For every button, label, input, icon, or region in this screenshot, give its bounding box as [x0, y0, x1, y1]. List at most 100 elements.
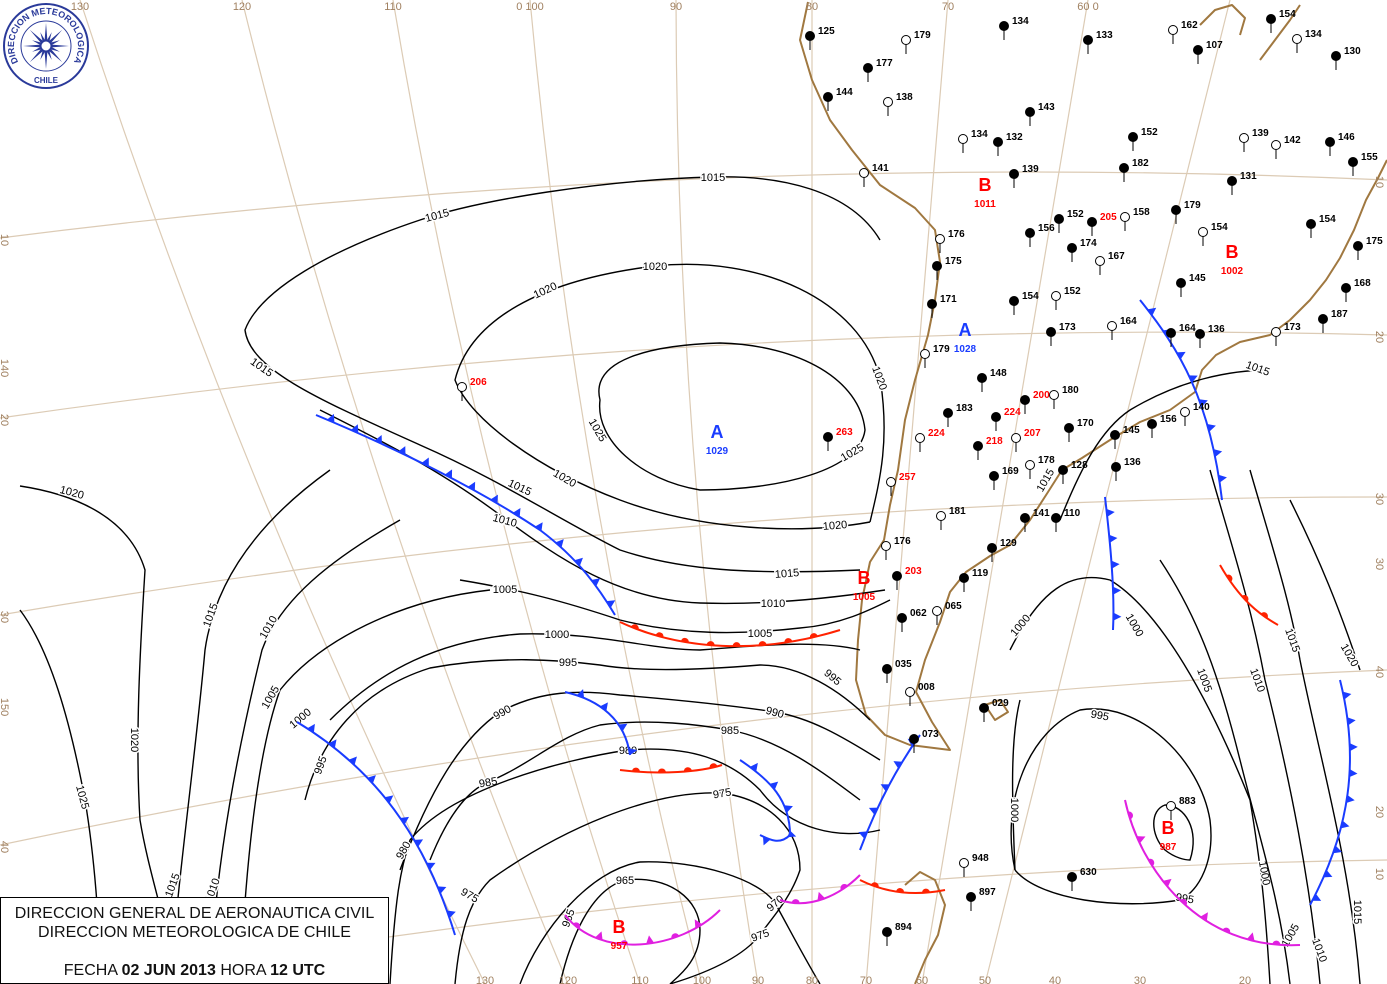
- front-semicircle: [791, 899, 800, 904]
- station-plot: 200: [1020, 390, 1050, 414]
- station-pressure: 158: [1133, 207, 1150, 218]
- pressure-center-letter: B: [1226, 242, 1239, 262]
- grid-label-left: 10: [0, 234, 10, 246]
- station-plot: 139: [1009, 164, 1039, 188]
- station-plot: 162: [1168, 20, 1198, 44]
- station-plot: 164: [1166, 323, 1196, 347]
- station-pressure: 177: [876, 58, 893, 69]
- station-circle-icon: [1171, 205, 1181, 215]
- grid-label-right: 30: [1373, 558, 1385, 570]
- station-circle-icon: [1054, 214, 1064, 224]
- station-plot: 062: [897, 608, 927, 632]
- front-triangle: [384, 795, 394, 804]
- station-plot: 181: [936, 506, 966, 530]
- station-plot: 158: [1120, 207, 1150, 231]
- logo-ray: [29, 47, 45, 63]
- station-circle-icon: [989, 471, 999, 481]
- meridian-line: [865, 0, 949, 984]
- front-triangle: [1323, 869, 1333, 878]
- station-circle-icon: [882, 664, 892, 674]
- station-circle-icon: [1051, 291, 1061, 301]
- station-circle-icon: [1147, 419, 1157, 429]
- station-circle-icon: [1166, 328, 1176, 338]
- station-pressure: 187: [1331, 309, 1348, 320]
- fecha-label: FECHA: [63, 962, 118, 979]
- isobar-line: [1010, 708, 1212, 905]
- station-pressure: 175: [945, 256, 962, 267]
- isobar-label: 1025: [73, 784, 91, 811]
- station-plot: 164: [1107, 316, 1137, 340]
- station-plot: 224: [991, 407, 1021, 431]
- station-circle-icon: [1111, 462, 1121, 472]
- station-pressure: 164: [1179, 323, 1196, 334]
- front-triangle: [398, 446, 406, 456]
- station-circle-icon: [915, 433, 925, 443]
- front-occluded: [1124, 799, 1301, 947]
- station-pressure: 181: [949, 506, 966, 517]
- front-semicircle: [709, 763, 718, 769]
- station-pressure: 146: [1338, 132, 1355, 143]
- station-pressure: 630: [1080, 867, 1097, 878]
- front-semicircle: [631, 767, 640, 772]
- front-cold: [739, 759, 792, 842]
- isobar-line: [598, 342, 866, 491]
- station-pressure: 175: [1366, 236, 1383, 247]
- station-plot: 168: [1341, 278, 1371, 302]
- front-triangle: [1109, 534, 1118, 543]
- station-plot: 134: [1292, 29, 1322, 53]
- station-pressure: 134: [971, 129, 988, 140]
- station-circle-icon: [979, 703, 989, 713]
- front-triangle: [555, 539, 564, 548]
- station-pressure: 224: [1004, 407, 1021, 418]
- front-triangle: [1340, 820, 1350, 829]
- front-triangle: [1136, 836, 1146, 844]
- isobar-line: [454, 263, 885, 530]
- station-circle-icon: [936, 511, 946, 521]
- station-plot: 119: [959, 568, 989, 592]
- logo-ray: [32, 45, 44, 52]
- front-triangle: [1112, 586, 1122, 595]
- front-triangle: [868, 807, 878, 815]
- parallel-line: [0, 669, 1387, 846]
- station-pressure: 179: [914, 30, 931, 41]
- station-plot: 257: [886, 472, 916, 496]
- station-pressure: 145: [1123, 425, 1140, 436]
- isobar-label: 1000: [1123, 612, 1146, 639]
- meridian-line: [675, 0, 759, 984]
- station-pressure: 140: [1193, 402, 1210, 413]
- front-triangle: [327, 413, 335, 423]
- grid-label-left: 30: [0, 611, 10, 623]
- isobar-label: 1015: [1035, 467, 1058, 494]
- station-pressure: 143: [1038, 102, 1055, 113]
- front-triangle: [1176, 351, 1186, 360]
- station-pressure: 139: [1252, 128, 1269, 139]
- station-circle-icon: [457, 382, 467, 392]
- station-pressure: 176: [948, 229, 965, 240]
- front-triangle: [1111, 560, 1120, 569]
- agency-line: DIRECCION GENERAL DE AERONAUTICA CIVIL: [14, 905, 375, 922]
- front-warm: [619, 621, 841, 648]
- station-circle-icon: [1067, 872, 1077, 882]
- grid-label-right: 30: [1373, 493, 1385, 505]
- isobar-label: 1015: [201, 602, 221, 629]
- grid-label-right: 20: [1373, 806, 1385, 818]
- station-pressure: 073: [922, 729, 939, 740]
- station-pressure: 170: [1077, 418, 1094, 429]
- parallel-line: [0, 171, 1387, 239]
- isobar-label: 1010: [761, 598, 785, 610]
- front-triangle: [595, 931, 603, 941]
- station-circle-icon: [1083, 35, 1093, 45]
- isobar-label: 1025: [586, 417, 609, 444]
- station-circle-icon: [1025, 228, 1035, 238]
- isobar-label: 1015: [424, 207, 451, 225]
- station-circle-icon: [987, 543, 997, 553]
- station-plot: 948: [959, 853, 989, 877]
- station-plot: 156: [1147, 414, 1177, 438]
- station-pressure: 182: [1132, 158, 1149, 169]
- station-plot: 179: [920, 344, 950, 368]
- station-plot: 155: [1348, 152, 1378, 176]
- station-circle-icon: [805, 31, 815, 41]
- front-semicircle: [1127, 811, 1134, 820]
- isobar-label: 975: [750, 927, 771, 945]
- station-circle-icon: [1110, 430, 1120, 440]
